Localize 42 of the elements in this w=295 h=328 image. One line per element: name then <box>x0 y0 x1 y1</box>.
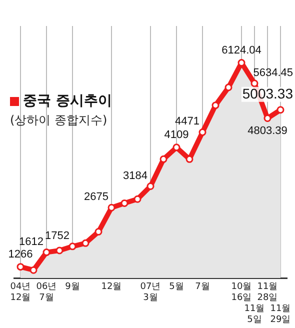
point <box>16 263 24 271</box>
text: 중국 증시추이 <box>23 92 112 110</box>
x-tick-label: 07년 3월 <box>140 282 161 303</box>
data-label: 5634.45 <box>253 66 294 79</box>
point <box>224 84 232 92</box>
point <box>68 242 76 250</box>
x-tick-label: 11월 29일 <box>270 304 291 325</box>
data-label: 4803.39 <box>248 124 288 137</box>
point <box>120 199 128 207</box>
data-label: 3184 <box>123 170 148 182</box>
point <box>30 266 38 274</box>
data-label: 2675 <box>84 191 108 204</box>
point <box>146 182 154 190</box>
x-tick-label: 11월 28일 <box>257 282 278 303</box>
x-tick-label: 7월 <box>195 282 210 292</box>
x-tick-label: 04년 12월 <box>10 282 31 303</box>
data-label: 4109 <box>164 128 189 141</box>
x-tick-label: 9월 <box>65 282 80 292</box>
data-label: 1752 <box>45 230 70 242</box>
data-label: 6124.04 <box>222 44 262 56</box>
data-label: 1612 <box>19 236 44 248</box>
data-label: 4471 <box>175 116 200 128</box>
x-tick-label: 06년 7월 <box>36 282 57 303</box>
x-tick-label: 10월 16일 <box>231 282 252 303</box>
point <box>82 239 90 247</box>
data-label: 1266 <box>8 248 33 260</box>
point <box>108 204 116 212</box>
point <box>172 144 180 152</box>
point <box>250 80 258 88</box>
point <box>56 246 64 254</box>
point <box>212 102 220 110</box>
text: (상하이 종합지수) <box>10 112 108 129</box>
x-tick-label: 12월 <box>101 282 122 292</box>
point <box>94 228 102 236</box>
data-label: 5003.33 <box>242 86 294 102</box>
point <box>42 248 50 256</box>
point <box>198 128 206 136</box>
x-tick-label: 11월 5일 <box>244 304 265 325</box>
point <box>134 195 142 203</box>
x-tick-label: 5월 <box>169 282 184 292</box>
point <box>160 155 168 163</box>
point <box>276 106 284 114</box>
